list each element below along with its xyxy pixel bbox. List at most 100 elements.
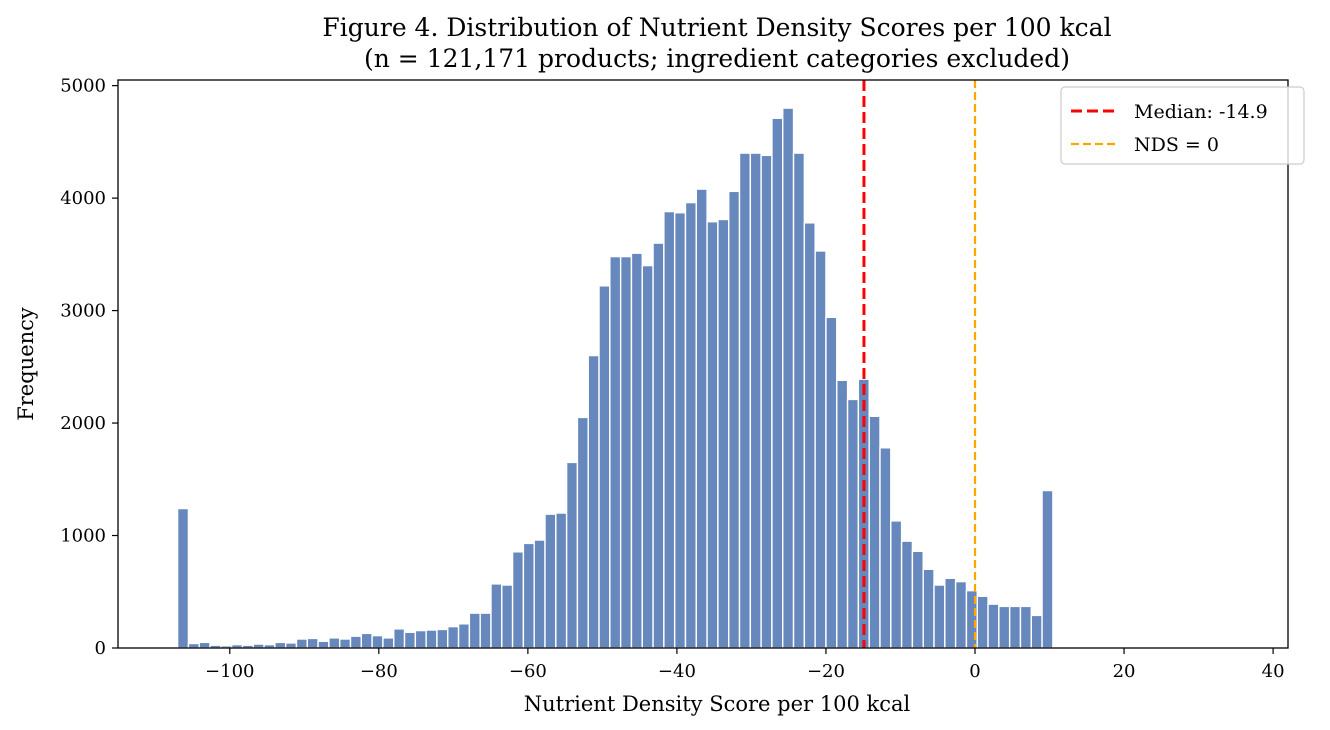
histogram-bar bbox=[814, 250, 827, 649]
histogram-bar bbox=[425, 629, 438, 649]
histogram-bar bbox=[738, 152, 752, 649]
histogram-bar bbox=[933, 584, 946, 649]
histogram-bar bbox=[684, 201, 697, 649]
histogram-bar bbox=[1019, 605, 1032, 649]
histogram-bar bbox=[490, 583, 503, 649]
histogram-bar bbox=[728, 190, 741, 649]
histogram-bar bbox=[792, 152, 806, 649]
histogram-bar bbox=[911, 550, 924, 649]
histogram-bar bbox=[349, 635, 363, 649]
histogram-bar bbox=[317, 640, 330, 649]
histogram-bar bbox=[846, 398, 860, 649]
histogram-bar bbox=[1041, 489, 1054, 649]
histogram-bar bbox=[360, 632, 373, 649]
x-tick-label: −60 bbox=[509, 661, 547, 682]
histogram-bar bbox=[630, 252, 643, 649]
histogram-bar bbox=[803, 222, 816, 649]
histogram-bar bbox=[673, 212, 687, 649]
x-axis-ticks: −100 −80 −60 −40 −20 0 20 40 bbox=[205, 648, 1285, 682]
histogram-bar bbox=[544, 513, 557, 649]
histogram-bar bbox=[609, 255, 622, 649]
x-tick-label: −40 bbox=[658, 661, 696, 682]
histogram-bar bbox=[447, 625, 460, 649]
legend-box bbox=[1060, 86, 1305, 165]
histogram-bar bbox=[944, 577, 957, 649]
histogram-bar bbox=[511, 551, 525, 649]
histogram-bar bbox=[393, 628, 406, 649]
chart-title: Figure 4. Distribution of Nutrient Densi… bbox=[322, 13, 1111, 42]
y-axis-label: Frequency bbox=[14, 307, 38, 421]
histogram-bar bbox=[695, 188, 708, 649]
x-tick-label: −20 bbox=[807, 661, 845, 682]
y-tick-label: 1000 bbox=[60, 526, 106, 547]
x-tick-label: −100 bbox=[205, 661, 254, 682]
plot-frame bbox=[117, 79, 1289, 649]
histogram-bar bbox=[468, 612, 481, 649]
histogram-bar bbox=[825, 316, 838, 649]
histogram-bar bbox=[1008, 605, 1022, 649]
histogram-bar bbox=[284, 642, 298, 649]
histogram-bar bbox=[328, 637, 341, 649]
histogram-bar bbox=[976, 595, 989, 649]
histogram-bar bbox=[922, 568, 935, 649]
histogram-bar bbox=[306, 637, 319, 649]
y-axis-ticks: 0 1000 2000 3000 4000 5000 bbox=[60, 76, 118, 659]
histogram-bar bbox=[619, 255, 633, 649]
histogram-bar bbox=[501, 584, 514, 649]
histogram-bar bbox=[749, 152, 762, 649]
histogram-bar bbox=[565, 461, 579, 649]
x-tick-label: −80 bbox=[360, 661, 398, 682]
histogram-bar bbox=[598, 285, 611, 649]
y-tick-label: 2000 bbox=[60, 413, 106, 434]
histogram-bar bbox=[339, 638, 352, 649]
histogram-bar bbox=[436, 628, 449, 649]
y-tick-label: 3000 bbox=[60, 301, 106, 322]
histogram-bar bbox=[522, 542, 535, 649]
chart-subtitle: (n = 121,171 products; ingredient catego… bbox=[364, 44, 1070, 73]
histogram-bar bbox=[771, 117, 784, 649]
histogram-bar bbox=[198, 641, 211, 649]
histogram-bar bbox=[457, 623, 471, 649]
legend-nds-zero-label: NDS = 0 bbox=[1134, 134, 1219, 156]
histogram-bar bbox=[998, 605, 1011, 649]
y-tick-label: 4000 bbox=[60, 188, 106, 209]
histogram-bar bbox=[987, 603, 1000, 649]
histogram-bar bbox=[176, 507, 190, 649]
histogram-bar bbox=[706, 221, 719, 649]
histogram-bar bbox=[371, 634, 384, 649]
legend: Median: -14.9 NDS = 0 bbox=[1060, 86, 1305, 165]
histogram-bar bbox=[1030, 614, 1043, 649]
histogram-bar bbox=[479, 612, 492, 649]
histogram-bar bbox=[555, 512, 568, 649]
histogram-bar bbox=[382, 637, 395, 649]
bars-layer bbox=[176, 107, 1054, 649]
histogram-bar bbox=[663, 210, 676, 649]
x-tick-label: 40 bbox=[1262, 661, 1285, 682]
histogram-bar bbox=[403, 631, 417, 649]
histogram-bar bbox=[954, 580, 968, 649]
y-tick-label: 0 bbox=[95, 638, 106, 659]
histogram-bar bbox=[295, 638, 308, 649]
histogram-bar bbox=[587, 354, 600, 649]
histogram-bar bbox=[187, 642, 200, 649]
histogram-bar bbox=[900, 540, 914, 649]
histogram-bar bbox=[836, 379, 849, 649]
histogram-bar bbox=[641, 264, 654, 649]
histogram-bar bbox=[868, 415, 881, 649]
histogram-bar bbox=[890, 520, 903, 649]
histogram-bar bbox=[652, 242, 665, 649]
histogram-bar bbox=[879, 447, 892, 649]
histogram-bar bbox=[782, 107, 795, 649]
histogram-bar bbox=[414, 629, 427, 649]
x-axis-label: Nutrient Density Score per 100 kcal bbox=[524, 692, 911, 716]
histogram-bar bbox=[533, 539, 546, 649]
legend-median-label: Median: -14.9 bbox=[1134, 101, 1268, 123]
x-tick-label: 0 bbox=[969, 661, 980, 682]
x-tick-label: 20 bbox=[1113, 661, 1136, 682]
histogram-bar bbox=[576, 416, 589, 649]
y-tick-label: 5000 bbox=[60, 76, 106, 97]
histogram-bar bbox=[717, 218, 730, 649]
histogram-bar bbox=[760, 154, 773, 649]
histogram-bar bbox=[274, 641, 287, 649]
